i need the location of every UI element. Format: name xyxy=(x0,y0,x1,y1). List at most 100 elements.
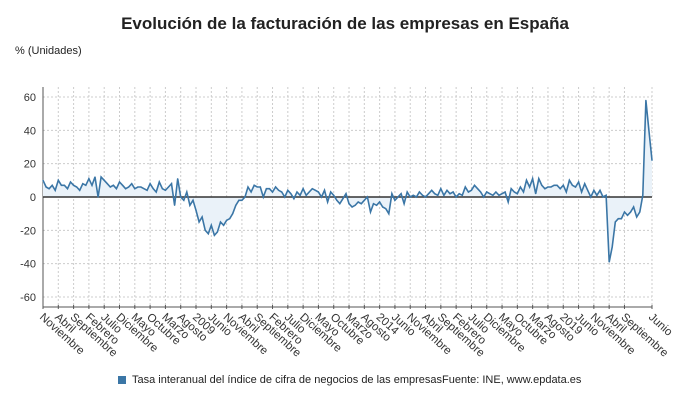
data-point xyxy=(57,179,59,181)
data-point xyxy=(354,204,356,206)
data-point xyxy=(596,194,598,196)
data-point xyxy=(382,206,384,208)
data-point xyxy=(464,186,466,188)
data-point xyxy=(415,196,417,198)
data-point xyxy=(495,191,497,193)
y-tick-label: -60 xyxy=(20,292,36,304)
data-point xyxy=(553,184,555,186)
y-tick-label: 40 xyxy=(24,125,36,137)
data-point xyxy=(394,199,396,201)
data-point xyxy=(284,196,286,198)
data-point xyxy=(412,194,414,196)
data-point xyxy=(274,186,277,188)
data-point xyxy=(602,196,604,198)
data-point xyxy=(486,191,488,193)
data-point xyxy=(535,193,537,195)
data-point xyxy=(498,194,500,196)
data-point xyxy=(467,191,469,193)
data-point xyxy=(60,184,62,186)
data-point xyxy=(198,221,200,223)
data-point xyxy=(281,191,283,193)
data-point xyxy=(550,186,552,188)
data-point xyxy=(345,193,347,195)
data-point xyxy=(128,186,130,188)
data-point xyxy=(636,216,638,218)
data-point xyxy=(213,234,215,236)
data-point xyxy=(265,188,268,190)
data-point xyxy=(152,188,154,190)
data-point xyxy=(492,194,494,196)
data-point xyxy=(443,194,445,196)
data-point xyxy=(302,188,304,190)
data-point xyxy=(287,189,289,191)
data-point xyxy=(256,186,258,188)
legend: Tasa interanual del índice de cifra de n… xyxy=(118,374,442,386)
data-point xyxy=(314,189,316,191)
data-point xyxy=(587,189,589,191)
data-point xyxy=(204,229,206,231)
data-point xyxy=(222,224,225,226)
data-point xyxy=(244,196,246,198)
data-point xyxy=(134,188,136,190)
data-point xyxy=(195,209,197,211)
data-point xyxy=(348,203,350,205)
data-point xyxy=(158,181,160,183)
data-point xyxy=(229,218,231,220)
data-point xyxy=(76,186,78,188)
data-point xyxy=(180,196,182,198)
data-point xyxy=(614,221,616,223)
data-point xyxy=(363,199,365,201)
data-point xyxy=(424,196,427,198)
data-point xyxy=(357,201,359,203)
data-point xyxy=(170,183,173,185)
data-point xyxy=(397,196,399,198)
data-point xyxy=(167,186,170,188)
data-point xyxy=(385,208,387,210)
data-point xyxy=(66,188,69,190)
data-point xyxy=(259,186,261,188)
data-point xyxy=(427,193,430,195)
data-point xyxy=(118,181,121,183)
data-point xyxy=(369,211,372,213)
data-point xyxy=(339,203,341,205)
data-point xyxy=(409,196,411,198)
data-point xyxy=(431,189,433,191)
data-point xyxy=(440,188,442,190)
data-point xyxy=(333,194,335,196)
y-tick-label: -40 xyxy=(20,259,36,271)
data-point xyxy=(91,184,93,186)
data-point xyxy=(247,186,249,188)
data-point xyxy=(351,206,353,208)
data-point xyxy=(45,186,47,188)
data-point xyxy=(296,191,298,193)
data-point xyxy=(177,178,179,180)
data-point xyxy=(85,184,87,186)
data-point xyxy=(137,186,139,188)
data-point xyxy=(525,179,528,181)
data-point xyxy=(648,129,650,131)
data-point xyxy=(311,188,313,190)
data-point xyxy=(235,204,237,206)
data-point xyxy=(183,199,185,201)
data-point xyxy=(452,191,454,193)
data-point xyxy=(115,188,118,190)
source-note: Fuente: INE, www.epdata.es xyxy=(442,374,582,386)
data-point xyxy=(568,179,570,181)
data-point xyxy=(559,188,561,190)
data-point xyxy=(421,194,424,196)
data-point xyxy=(565,191,567,193)
data-point xyxy=(418,191,421,193)
data-point xyxy=(504,191,506,193)
data-point xyxy=(131,183,133,185)
data-point xyxy=(372,203,375,205)
data-point xyxy=(633,206,635,208)
data-point xyxy=(226,219,228,221)
data-point xyxy=(323,189,326,191)
data-point xyxy=(232,213,234,215)
data-point xyxy=(446,189,448,191)
data-point xyxy=(617,218,619,220)
data-point xyxy=(449,193,451,195)
data-point xyxy=(528,186,531,188)
data-point xyxy=(611,246,613,248)
